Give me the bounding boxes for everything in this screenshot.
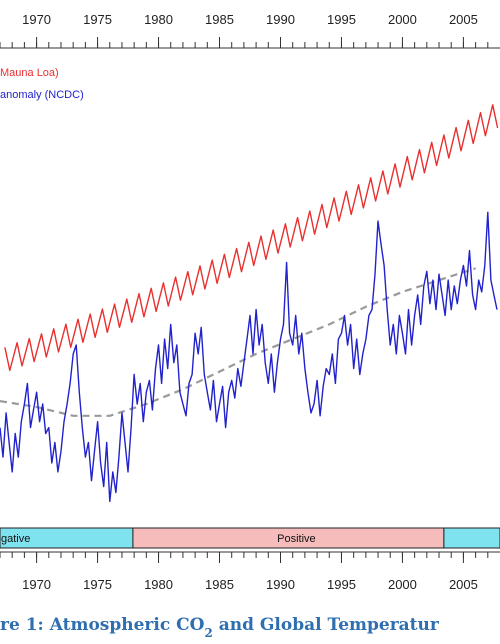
x-tick-label: 1995 <box>327 577 356 592</box>
data-line <box>4 104 499 372</box>
x-tick-label: 1995 <box>327 12 356 27</box>
x-tick-label: 1980 <box>144 12 173 27</box>
x-tick-label: 1975 <box>83 577 112 592</box>
x-tick-label: 2005 <box>449 12 478 27</box>
x-tick-label: 1990 <box>266 12 295 27</box>
caption-text: re 1: Atmospheric CO <box>0 615 205 635</box>
phase-segment <box>443 527 500 549</box>
x-tick-label: 2005 <box>449 577 478 592</box>
x-tick-label: 1970 <box>22 577 51 592</box>
legend-label: Mauna Loa) <box>0 67 59 79</box>
x-tick-label: 1985 <box>205 577 234 592</box>
x-tick-label: 1970 <box>22 12 51 27</box>
phase-label: Positive <box>277 533 316 545</box>
x-tick-label: 1990 <box>266 577 295 592</box>
trend-line <box>0 267 476 417</box>
x-tick-label: 2000 <box>388 12 417 27</box>
caption-text: and Global Temperatur <box>213 615 440 635</box>
data-line <box>0 211 498 503</box>
caption: re 1: Atmospheric CO2 and Global Tempera… <box>0 615 440 640</box>
x-tick-label: 1980 <box>144 577 173 592</box>
x-tick-label: 2000 <box>388 577 417 592</box>
phase-label: gative <box>1 533 30 545</box>
caption-subscript: 2 <box>204 626 212 640</box>
x-tick-label: 1975 <box>83 12 112 27</box>
plot-area <box>0 104 499 503</box>
legend-label: anomaly (NCDC) <box>0 89 84 101</box>
x-tick-label: 1985 <box>205 12 234 27</box>
